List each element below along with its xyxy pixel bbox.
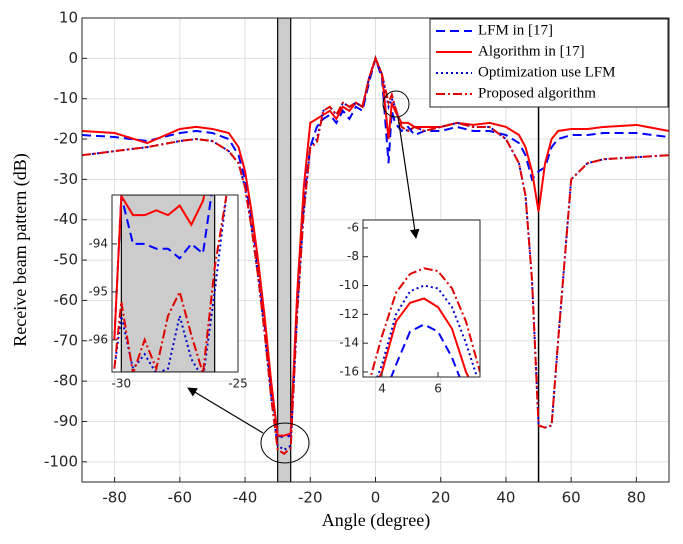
series-line: [376, 284, 479, 377]
axes: -94 -95 -96 -30 -25: [88, 194, 248, 391]
x-tick-label: -80: [102, 489, 127, 507]
y-tick-label: -10: [339, 278, 359, 292]
x-tick-label: -60: [168, 489, 193, 507]
x-tick-label: 6: [434, 382, 442, 396]
y-tick-label: -8: [347, 249, 359, 263]
y-tick-label: -90: [54, 412, 79, 430]
x-tick-label: -30: [112, 377, 132, 391]
legend-box: [429, 18, 669, 108]
y-tick-label: -100: [44, 452, 78, 470]
x-tick-label: -25: [228, 377, 248, 391]
x-tick-label: 40: [496, 489, 515, 507]
plot-content: [82, 18, 669, 482]
y-tick-label: -60: [54, 291, 79, 309]
x-tick-label: -20: [298, 489, 323, 507]
plot-content: [369, 267, 480, 377]
y-tick-label: -96: [88, 332, 108, 346]
x-axis-label: Angle (degree): [322, 510, 430, 531]
y-tick-label: -50: [54, 251, 79, 269]
x-tick-label: 0: [371, 489, 381, 507]
y-tick-label: -14: [339, 336, 359, 350]
y-tick-label: -12: [339, 307, 359, 321]
legend: LFM in [17] Algorithm in [17] Optimization…: [429, 18, 669, 108]
y-tick-label: -16: [339, 364, 359, 378]
x-tick-label: 60: [562, 489, 581, 507]
y-tick-label: 10: [59, 9, 78, 27]
y-tick-label: -94: [88, 236, 108, 250]
x-tick-label: -40: [233, 489, 258, 507]
axes: -6 -8 -10 -12 -14 -16 4 6: [339, 219, 481, 396]
series-line: [113, 195, 206, 340]
zoom-ring: [382, 90, 410, 118]
y-axis-label: Receive beam pattern (dB): [10, 153, 31, 346]
series-line: [113, 195, 213, 340]
plot-content: [113, 195, 228, 372]
y-tick-label: -40: [54, 210, 79, 228]
shaded-region: [277, 18, 292, 482]
series-line: [113, 195, 228, 372]
legend-label: Proposed algorithm: [478, 85, 596, 101]
zoom-arrow: [397, 116, 420, 239]
y-tick-label: -6: [347, 220, 359, 234]
y-tick-label: -10: [54, 89, 79, 107]
y-tick-label: -80: [54, 372, 79, 390]
axes: 100-10-20-30-40-50-60-70-80-90-100-80 -60…: [44, 9, 670, 507]
y-tick-label: -30: [54, 170, 79, 188]
legend-label: Optimization use LFM: [478, 64, 616, 80]
y-tick-label: 0: [68, 49, 78, 67]
legend-label: Algorithm in [17]: [478, 43, 585, 59]
series-line: [378, 297, 470, 377]
series-line: [82, 55, 669, 456]
series-line: [369, 267, 480, 377]
y-tick-label: -20: [54, 130, 79, 148]
zoom-ring: [260, 422, 310, 464]
axes-frame: [362, 219, 481, 378]
x-tick-label: 20: [431, 489, 450, 507]
legend-label: LFM in [17]: [478, 22, 553, 38]
axes-frame: [111, 194, 239, 373]
plots: 100-10-20-30-40-50-60-70-80-90-100-80 -60…: [44, 9, 670, 507]
y-tick-label: -95: [88, 284, 108, 298]
axes-frame: [81, 17, 670, 483]
x-tick-label: 80: [627, 489, 646, 507]
y-tick-label: -70: [54, 331, 79, 349]
shaded-region: [120, 195, 216, 372]
zoom-arrow: [187, 387, 264, 434]
series-line: [113, 195, 228, 372]
x-tick-label: 4: [378, 382, 386, 396]
